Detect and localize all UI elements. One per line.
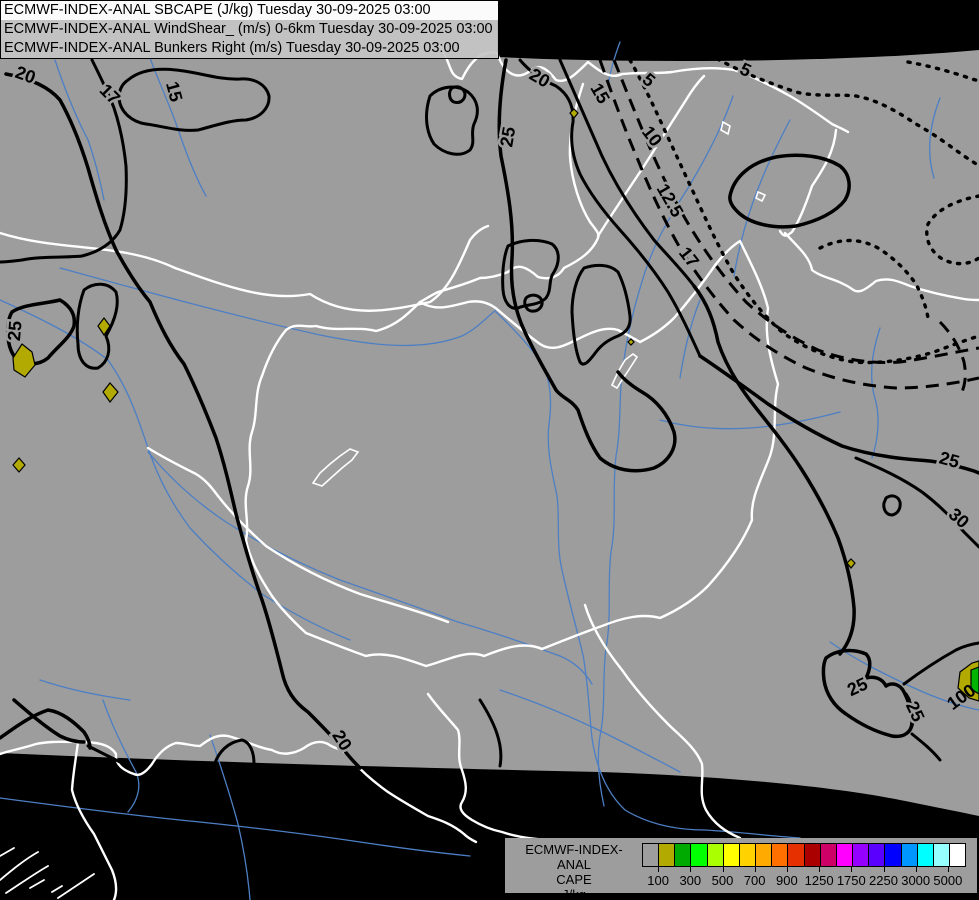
lakes-layer [311, 120, 767, 487]
legend-color-cell [755, 844, 772, 866]
shear-contours-dashed [598, 59, 979, 393]
legend-tick-label: 100 [647, 873, 669, 888]
legend-color-cell [868, 844, 885, 866]
legend-color-cell [884, 844, 901, 866]
lake-balaton [311, 448, 360, 487]
legend-title-units: J/kg [562, 887, 586, 900]
legend-color-cell [932, 844, 949, 866]
contour-label: 25 [4, 320, 26, 342]
legend-color-cell [803, 844, 820, 866]
cape-patch [12, 343, 36, 378]
legend-tick [690, 867, 692, 872]
legend-color-cell [916, 844, 933, 866]
cape-legend: ECMWF-INDEX-ANAL CAPE J/kg 100 300 500 700 9… [505, 838, 977, 900]
legend-tick-label: 5000 [933, 873, 963, 888]
header-line-windshear: ECMWF-INDEX-ANAL WindShear_ (m/s) 0-6km … [1, 20, 498, 39]
legend-tick [786, 867, 788, 872]
cape-patches-layer [12, 108, 979, 702]
legend-color-cell [722, 844, 739, 866]
legend-tick-label: 900 [776, 873, 798, 888]
legend-title: ECMWF-INDEX-ANAL CAPE J/kg [509, 842, 639, 900]
out-of-domain-top [497, 0, 979, 62]
contour-label: 25 [496, 125, 519, 148]
legend-color-cell [900, 844, 917, 866]
legend-tick-label: 500 [711, 873, 734, 888]
legend-tick-label: 1250 [804, 873, 834, 888]
legend-tick-label: 3000 [901, 873, 931, 888]
legend-tick-label: 1750 [836, 873, 866, 888]
legend-tick [819, 867, 821, 872]
legend-color-cell [658, 844, 675, 866]
header-line-bunkers: ECMWF-INDEX-ANAL Bunkers Right (m/s) Tue… [1, 39, 498, 58]
legend-tick [722, 867, 724, 872]
legend-color-cell [787, 844, 804, 866]
legend-tick [851, 867, 853, 872]
legend-tick [754, 867, 756, 872]
legend-tick-label: 300 [679, 873, 702, 888]
rivers-layer [0, 41, 979, 900]
legend-color-cell [643, 844, 659, 866]
legend-color-cell [819, 844, 836, 866]
legend-color-bar [642, 843, 966, 867]
legend-color-cell [690, 844, 707, 866]
header-box: ECMWF-INDEX-ANAL SBCAPE (J/kg) Tuesday 3… [0, 0, 499, 59]
legend-color-cell [674, 844, 691, 866]
shear-contours-solid [0, 58, 979, 770]
legend-color-cell [738, 844, 756, 866]
lake-small [610, 353, 639, 390]
legend-color-cell [706, 844, 723, 866]
legend-color-cell [948, 844, 966, 866]
borders-layer [0, 44, 979, 900]
legend-tick [883, 867, 885, 872]
legend-tick-labels: 100 300 500 700 900 1250 1750 2250 3000 5000 [642, 867, 966, 891]
header-line-sbcape: ECMWF-INDEX-ANAL SBCAPE (J/kg) Tuesday 3… [1, 1, 498, 20]
legend-color-cell [771, 844, 788, 866]
legend-tick [915, 867, 917, 872]
legend-tick [658, 867, 660, 872]
legend-color-cell [852, 844, 869, 866]
legend-tick [947, 867, 949, 872]
legend-tick-label: 2250 [869, 873, 898, 888]
legend-title-param: CAPE [556, 872, 592, 887]
shear-contours-dotted [628, 48, 979, 365]
legend-color-cell [835, 844, 853, 866]
legend-title-model: ECMWF-INDEX-ANAL [525, 842, 623, 872]
legend-tick-label: 700 [743, 873, 766, 888]
